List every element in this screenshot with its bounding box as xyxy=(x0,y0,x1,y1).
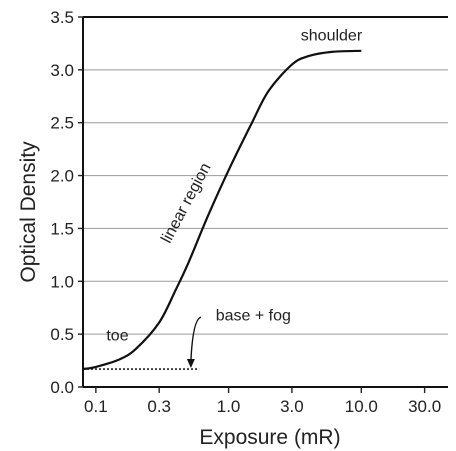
annotation-0: shoulder xyxy=(301,27,363,44)
annotations: shoulder linear region toe base + fog xyxy=(106,27,363,368)
y-tick-label: 2.0 xyxy=(50,167,74,186)
y-tick-label: 3.0 xyxy=(50,61,74,80)
x-tick-label: 0.3 xyxy=(147,397,171,416)
x-axis-label: Exposure (mR) xyxy=(199,426,340,449)
y-tick-label: 0.5 xyxy=(50,325,74,344)
y-tick-label: 1.5 xyxy=(50,219,74,238)
series xyxy=(82,49,362,371)
y-axis-label: Optical Density xyxy=(17,141,40,283)
x-tick-label: 30.0 xyxy=(408,397,441,416)
y-tick-label: 2.5 xyxy=(50,114,74,133)
series-line-0 xyxy=(82,49,362,371)
annotation-2: toe xyxy=(106,327,128,344)
annotation-3: base + fog xyxy=(216,307,291,324)
base-fog-arrowhead xyxy=(186,358,195,368)
base-fog-arrow xyxy=(190,316,202,362)
x-tick-label: 3.0 xyxy=(280,397,304,416)
axes xyxy=(82,16,448,388)
y-tick-label: 0.0 xyxy=(50,378,74,397)
y-tick-label: 1.0 xyxy=(50,272,74,291)
grid-lines xyxy=(83,69,448,335)
annotation-1: linear region xyxy=(158,160,214,246)
ticks: 0.0 0.5 1.0 1.5 2.0 2.5 3.0 3.5 0.1 0.3 1.0 3.0 10.0… xyxy=(50,8,441,416)
x-tick-label: 0.1 xyxy=(84,397,108,416)
x-tick-label: 10.0 xyxy=(345,397,378,416)
x-tick-label: 1.0 xyxy=(217,397,241,416)
y-tick-label: 3.5 xyxy=(50,8,74,27)
